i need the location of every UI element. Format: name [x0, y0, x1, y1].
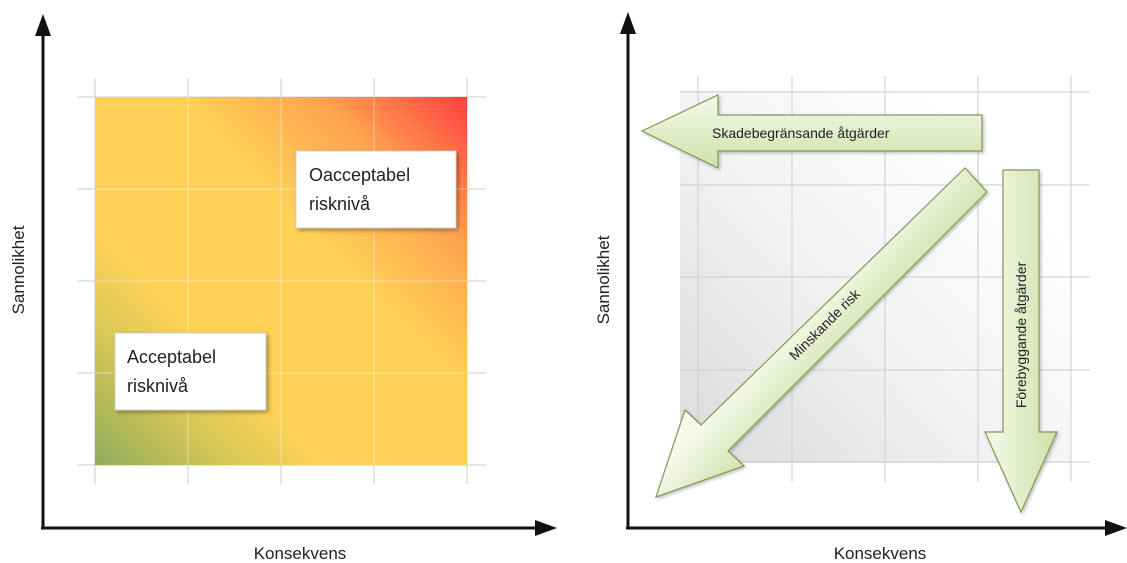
right-x-axis-label: Konsekvens — [834, 544, 927, 563]
right-y-axis-label: Sannolikhet — [594, 235, 613, 324]
left-risk-matrix: Sannolikhet Konsekvens Oacceptabel riskn… — [9, 14, 557, 563]
unacceptable-risk-line2: risknivå — [309, 194, 371, 214]
damage-limiting-arrow: Skadebegränsande åtgärder — [640, 94, 983, 169]
acceptable-risk-box: Acceptabel risknivå — [114, 332, 267, 411]
right-risk-diagram: Sannolikhet Konsekvens Skadebegränsande … — [594, 12, 1127, 563]
damage-limiting-arrow-label: Skadebegränsande åtgärder — [712, 125, 890, 141]
unacceptable-risk-line1: Oacceptabel — [309, 165, 410, 185]
left-y-axis-arrowhead — [35, 14, 51, 36]
unacceptable-risk-box: Oacceptabel risknivå — [295, 150, 457, 229]
acceptable-risk-line1: Acceptabel — [127, 347, 216, 367]
right-y-axis-arrowhead — [620, 12, 636, 34]
left-axes — [35, 14, 557, 536]
left-y-axis-label: Sannolikhet — [9, 225, 28, 314]
preventive-arrow-label: Förebyggande åtgärder — [1013, 262, 1029, 409]
right-axes — [620, 12, 1127, 536]
preventive-arrow: Förebyggande åtgärder — [984, 169, 1058, 514]
left-x-axis-arrowhead — [535, 520, 557, 536]
right-x-axis-arrowhead — [1105, 520, 1127, 536]
left-x-axis-label: Konsekvens — [254, 544, 347, 563]
acceptable-risk-line2: risknivå — [127, 376, 189, 396]
